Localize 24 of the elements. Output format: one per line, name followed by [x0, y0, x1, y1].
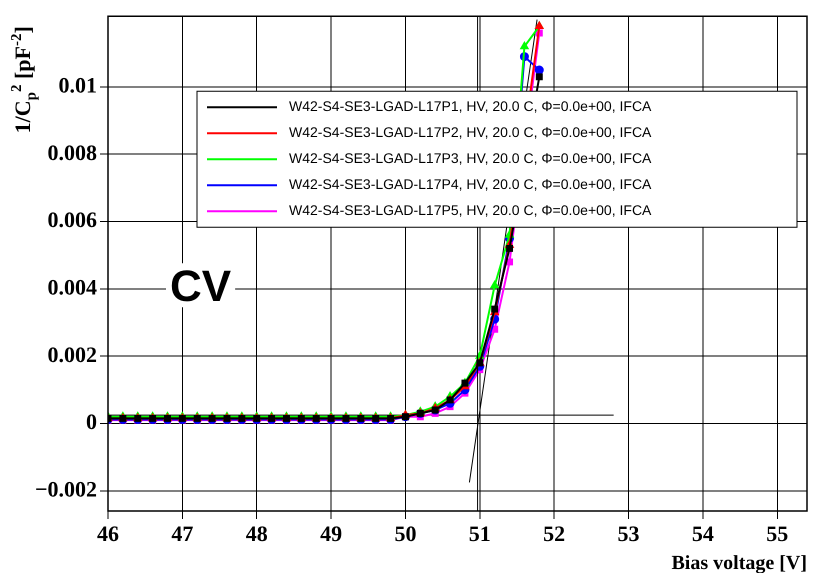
x-tick-label: 51: [468, 520, 491, 546]
y-tick-label: 0.004: [48, 274, 97, 300]
x-tick-label: 49: [320, 520, 342, 546]
legend-label: W42-S4-SE3-LGAD-L17P3, HV, 20.0 C, Φ=0.0e+00, IFCA: [289, 150, 652, 166]
x-tick-label: 47: [171, 520, 194, 546]
legend-label: W42-S4-SE3-LGAD-L17P5, HV, 20.0 C, Φ=0.0e+00, IFCA: [289, 202, 652, 218]
x-tick-label: 50: [394, 520, 416, 546]
x-tick-label: 54: [692, 520, 714, 546]
annotation: CV: [170, 262, 232, 312]
y-tick-label: 0.01: [58, 72, 97, 98]
y-axis-title: 1/Cp2 [pF-2]: [9, 26, 40, 134]
legend-label: W42-S4-SE3-LGAD-L17P1, HV, 20.0 C, Φ=0.0e+00, IFCA: [289, 98, 652, 114]
legend-label: W42-S4-SE3-LGAD-L17P4, HV, 20.0 C, Φ=0.0e+00, IFCA: [289, 176, 652, 192]
x-tick-label: 52: [543, 520, 566, 546]
y-tick-label: 0.002: [48, 342, 97, 367]
x-tick-label: 55: [766, 520, 788, 546]
y-tick-label: 0.006: [48, 207, 97, 232]
x-tick-label: 53: [618, 520, 640, 546]
x-tick-label: 46: [97, 520, 119, 546]
x-tick-label: 48: [246, 520, 268, 546]
y-tick-label: 0.008: [48, 140, 97, 165]
legend-label: W42-S4-SE3-LGAD-L17P2, HV, 20.0 C, Φ=0.0e+00, IFCA: [289, 124, 652, 140]
y-tick-label: −0.002: [34, 476, 97, 502]
y-tick-label: 0: [86, 409, 97, 434]
